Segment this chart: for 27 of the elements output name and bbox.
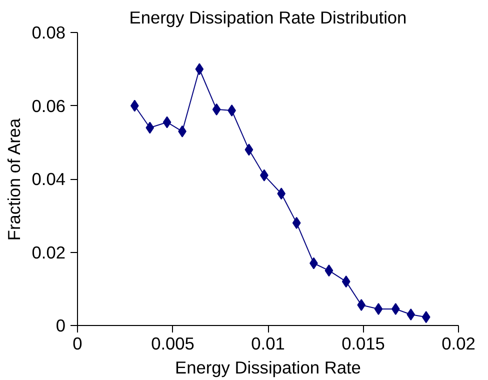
- x-tick-label: 0.005: [151, 334, 194, 354]
- y-tick-label: 0.08: [32, 22, 66, 42]
- point: [146, 122, 154, 134]
- y-tick-label: 0.04: [32, 169, 66, 189]
- point: [130, 100, 139, 112]
- point: [162, 116, 172, 128]
- x-tick-label: 0.02: [442, 334, 476, 354]
- point: [406, 308, 416, 321]
- point: [391, 303, 400, 316]
- point: [374, 303, 383, 316]
- x-tick-label: 0.01: [251, 334, 285, 354]
- x-axis-title: Energy Dissipation Rate: [175, 358, 361, 378]
- point: [195, 63, 204, 76]
- point: [212, 103, 221, 116]
- point: [422, 311, 430, 324]
- x-tick-label: 0.015: [342, 334, 385, 354]
- chart-title: Energy Dissipation Rate Distribution: [129, 8, 407, 28]
- point: [324, 264, 334, 277]
- y-axis-title: Fraction of Area: [4, 118, 24, 241]
- point: [292, 216, 301, 229]
- y-tick-label: 0.02: [32, 242, 66, 262]
- point: [342, 276, 350, 288]
- y-tick-label: 0: [56, 316, 66, 336]
- point: [244, 144, 254, 156]
- point: [357, 298, 366, 311]
- x-tick-label: 0: [72, 334, 82, 354]
- y-tick-label: 0.06: [32, 96, 66, 116]
